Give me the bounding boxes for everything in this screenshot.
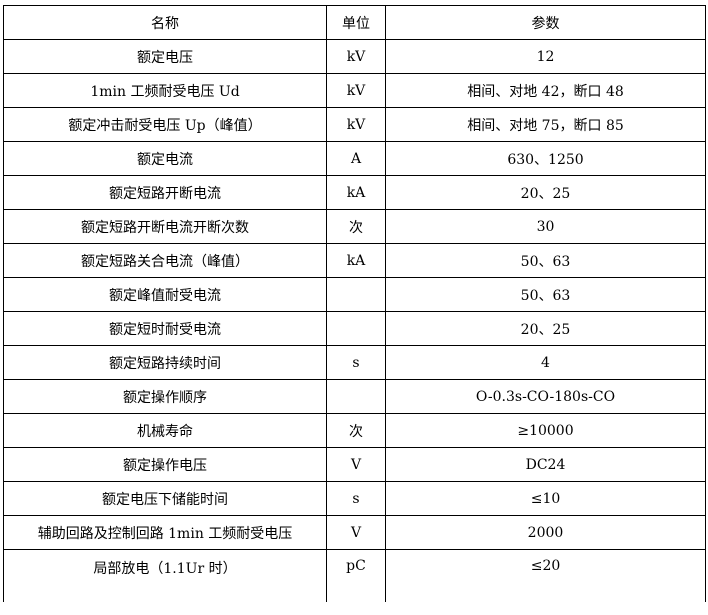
cell-value: 2000 [385,515,706,550]
cell-unit: V [326,447,386,482]
cell-value: 30 [385,209,706,244]
cell-value: ≥10000 [385,413,706,448]
table-row: 额定电流 A 630、1250 [3,141,706,176]
cell-unit: 次 [326,413,386,448]
cell-name: 额定短路持续时间 [3,345,327,380]
cell-unit: kV [326,39,386,74]
table-row: 额定峰值耐受电流 50、63 [3,277,706,312]
table-body: 额定电压 kV 12 1min 工频耐受电压 Ud kV 相间、对地 42，断口 48 额定… [3,39,706,602]
cell-value: ≤10 [385,481,706,516]
cell-name: 额定短路关合电流（峰值） [3,243,327,278]
header-name: 名称 [3,5,327,40]
table-header-row: 名称 单位 参数 [3,5,706,40]
cell-value: 相间、对地 75，断口 85 [385,107,706,142]
cell-value: 50、63 [385,243,706,278]
cell-name: 额定电流 [3,141,327,176]
cell-unit: s [326,481,386,516]
table-row: 辅助回路及控制回路 1min 工频耐受电压 V 2000 [3,515,706,550]
cell-unit: kV [326,107,386,142]
header-unit: 单位 [326,5,386,40]
cell-name: 额定操作顺序 [3,379,327,414]
cell-value: O-0.3s-CO-180s-CO [385,379,706,414]
cell-unit: pC [326,549,386,602]
cell-unit: kA [326,243,386,278]
cell-unit [326,277,386,312]
cell-name: 额定电压下储能时间 [3,481,327,516]
cell-name: 额定短路开断电流 [3,175,327,210]
cell-unit: s [326,345,386,380]
table-row: 机械寿命次 ≥10000 [3,413,706,448]
table-row: 额定电压 kV 12 [3,39,706,74]
cell-name: 额定峰值耐受电流 [3,277,327,312]
table-row: 额定短路关合电流（峰值） kA 50、63 [3,243,706,278]
header-value: 参数 [385,5,706,40]
table-row: 额定电压下储能时间 s ≤10 [3,481,706,516]
cell-unit: kV [326,73,386,108]
cell-value: 相间、对地 42，断口 48 [385,73,706,108]
table-row: 额定短时耐受电流 20、25 [3,311,706,346]
cell-unit: V [326,515,386,550]
cell-name: 额定操作电压 [3,447,327,482]
cell-name: 辅助回路及控制回路 1min 工频耐受电压 [3,515,327,550]
cell-name: 额定短路开断电流开断次数 [3,209,327,244]
cell-unit: 次 [326,209,386,244]
table-row: 局部放电（1.1Ur 时） pC ≤20 [3,549,706,602]
cell-name: 额定电压 [3,39,327,74]
cell-unit: kA [326,175,386,210]
cell-unit: A [326,141,386,176]
table-row: 额定短路持续时间 s 4 [3,345,706,380]
cell-unit [326,311,386,346]
cell-value: DC24 [385,447,706,482]
cell-value: ≤20 [385,549,706,602]
cell-value: 630、1250 [385,141,706,176]
parameters-table: 名称 单位 参数 额定电压 kV 12 1min 工频耐受电压 Ud kV 相间、对地 4… [3,5,706,602]
table-row: 额定操作顺序 O-0.3s-CO-180s-CO [3,379,706,414]
cell-value: 20、25 [385,175,706,210]
cell-name: 额定冲击耐受电压 Up（峰值） [3,107,327,142]
cell-name: 1min 工频耐受电压 Ud [3,73,327,108]
table-row: 额定短路开断电流 kA 20、25 [3,175,706,210]
table-row: 额定操作电压 V DC24 [3,447,706,482]
table-row: 额定短路开断电流开断次数次 30 [3,209,706,244]
cell-value: 12 [385,39,706,74]
cell-unit [326,379,386,414]
cell-name: 额定短时耐受电流 [3,311,327,346]
cell-name: 机械寿命 [3,413,327,448]
cell-value: 4 [385,345,706,380]
cell-value: 20、25 [385,311,706,346]
cell-value: 50、63 [385,277,706,312]
cell-name: 局部放电（1.1Ur 时） [3,549,327,602]
table-row: 1min 工频耐受电压 Ud kV 相间、对地 42，断口 48 [3,73,706,108]
table-row: 额定冲击耐受电压 Up（峰值） kV 相间、对地 75，断口 85 [3,107,706,142]
